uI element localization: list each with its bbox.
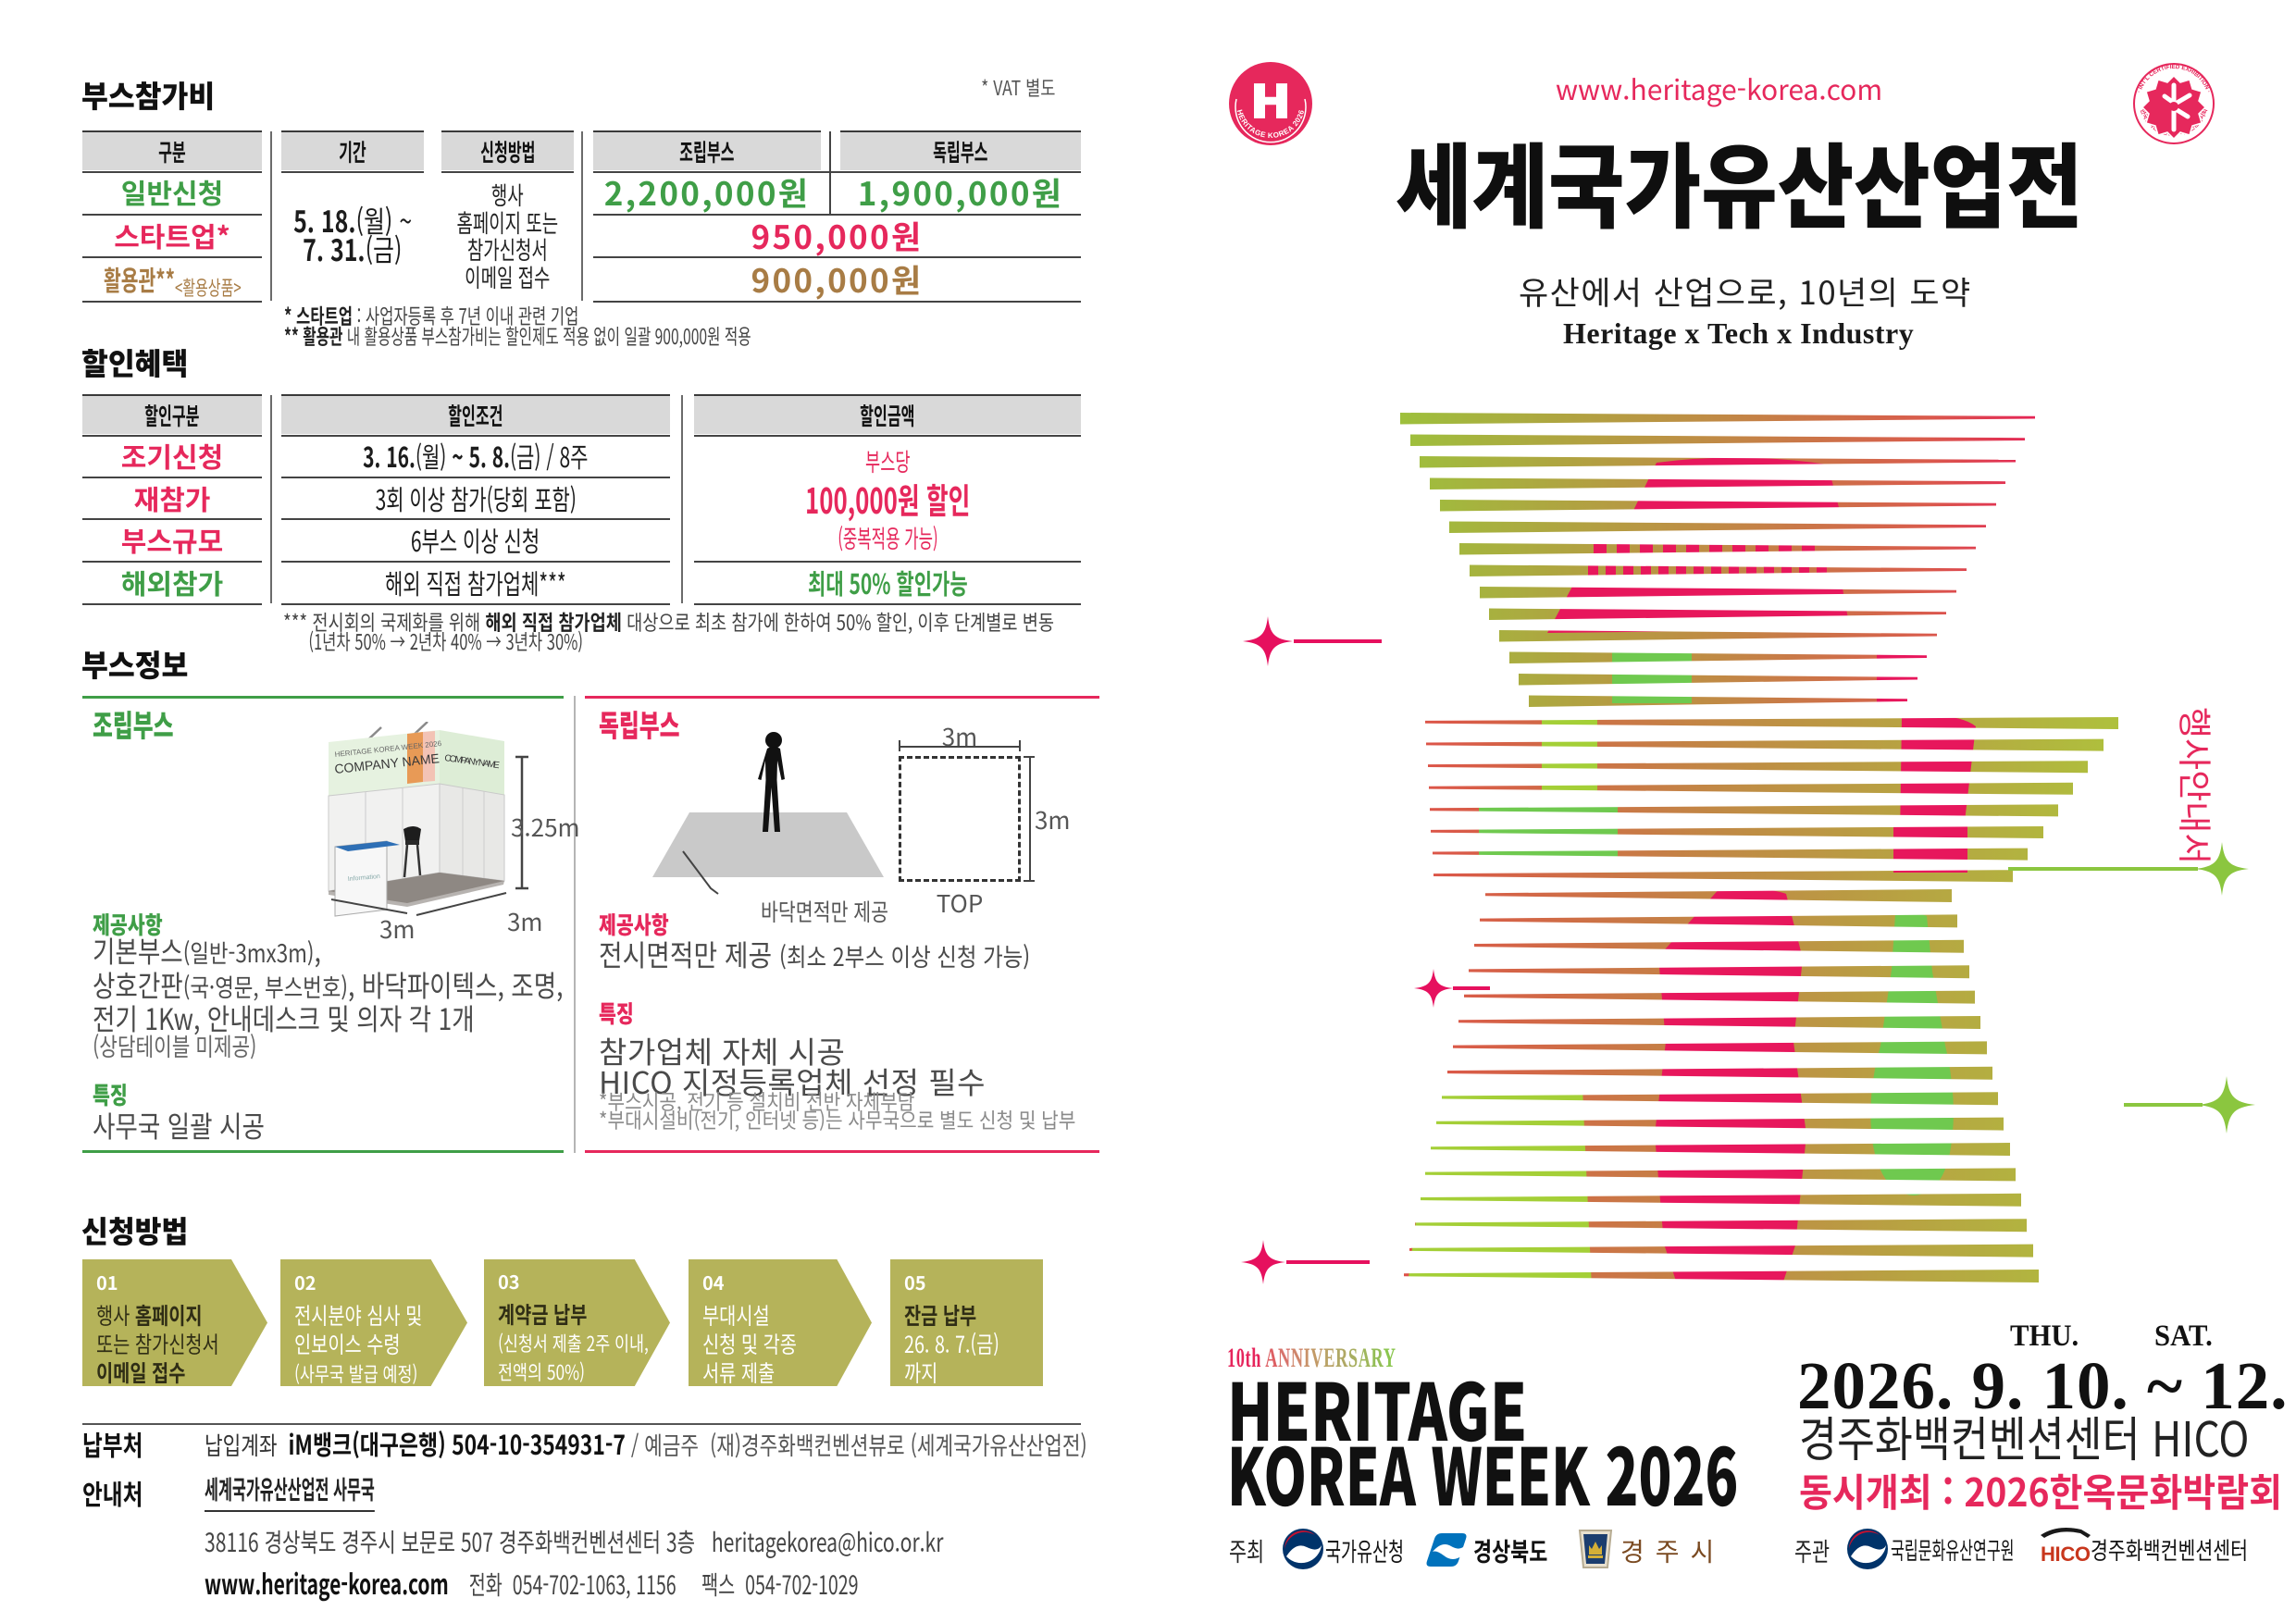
- svg-text:HICO: HICO: [2041, 1542, 2091, 1566]
- svg-text:Information: Information: [348, 873, 381, 883]
